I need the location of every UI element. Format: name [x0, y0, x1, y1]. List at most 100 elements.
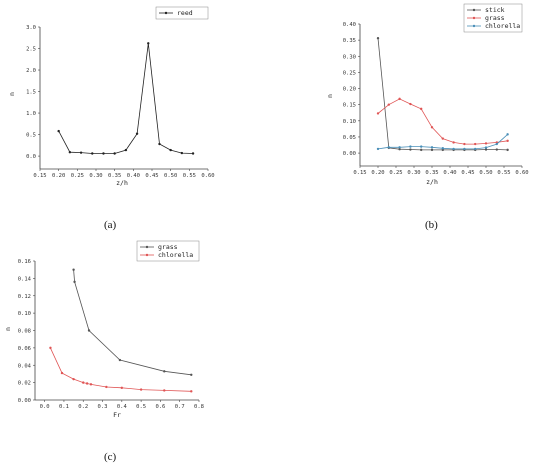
y-tick-label: 0.5	[26, 133, 36, 139]
x-tick-label: 0.2	[78, 404, 88, 410]
x-tick-label: 0.40	[127, 173, 140, 179]
data-point-grass	[163, 370, 166, 373]
data-point-reed	[135, 132, 139, 135]
x-axis-label: z/h	[426, 178, 438, 186]
x-tick-label: 0.45	[145, 173, 158, 179]
y-tick-label: 0.10	[18, 311, 31, 317]
panel-a-caption: (a)	[104, 219, 117, 231]
legend-marker-chlorella	[145, 253, 149, 257]
panel-c-caption: (c)	[104, 451, 117, 463]
x-tick-label: 0.15	[33, 173, 46, 179]
y-axis-label: n	[326, 94, 334, 98]
data-point-grass	[87, 329, 91, 332]
y-tick-label: 1.5	[26, 90, 36, 96]
data-point-reed	[124, 148, 128, 152]
data-point-grass	[420, 107, 423, 111]
data-point-chlorella	[49, 346, 52, 350]
data-point-reed	[68, 151, 72, 154]
x-tick-label: 0.6	[155, 404, 165, 410]
y-tick-label: 0.06	[18, 346, 31, 352]
series-line-chlorella	[50, 347, 192, 392]
x-tick-label: 0.15	[353, 170, 366, 176]
data-point-grass	[387, 103, 390, 106]
legend-label-stick: stick	[485, 6, 505, 14]
y-tick-label: 0.12	[18, 294, 31, 300]
x-tick-label: 0.60	[201, 173, 214, 179]
y-tick-label: 0.02	[18, 381, 31, 387]
x-tick-label: 0.20	[52, 173, 65, 179]
panel-b-caption: (b)	[425, 219, 438, 231]
data-point-grass	[376, 112, 380, 115]
y-tick-label: 2.5	[26, 47, 36, 53]
x-tick-label: 0.20	[371, 170, 384, 176]
data-point-chlorella	[105, 385, 108, 389]
x-tick-label: 0.25	[71, 173, 84, 179]
data-point-chlorella	[72, 377, 75, 381]
x-tick-label: 0.35	[108, 173, 121, 179]
legend-label-chlorella: chlorella	[485, 22, 520, 30]
data-point-chlorella	[398, 146, 401, 149]
data-point-chlorella	[409, 145, 412, 148]
data-point-stick	[484, 148, 488, 151]
data-point-stick	[376, 37, 380, 40]
x-tick-label: 0.45	[461, 170, 474, 176]
x-tick-label: 0.30	[89, 173, 102, 179]
data-point-grass	[72, 268, 75, 271]
data-point-chlorella	[82, 381, 85, 384]
data-point-reed	[158, 142, 161, 146]
data-point-grass	[441, 137, 444, 140]
data-point-stick	[409, 148, 412, 151]
data-point-grass	[430, 126, 434, 129]
y-tick-label: 0.08	[18, 329, 31, 335]
legend-box	[136, 240, 200, 262]
data-point-stick	[430, 148, 434, 152]
data-point-grass	[484, 142, 488, 145]
chart-c: 0.0 0.1 0.2 0.3 0.4 0.5 0.6 0.7 0.8 0.00 0.02 0.04 0…	[4, 240, 204, 419]
x-axis-label: Fr	[113, 411, 121, 419]
data-point-reed	[57, 129, 60, 133]
series-line-chlorella	[377, 134, 508, 150]
legend-label-reed: reed	[177, 9, 193, 17]
series-line-reed	[58, 43, 194, 154]
data-point-chlorella	[163, 389, 166, 392]
y-tick-label: 0.00	[343, 151, 356, 157]
chart-b: 0.15 0.20 0.25 0.30 0.35 0.40 0.45 0.50 0.55 0.60…	[326, 3, 529, 186]
x-tick-label: 0.60	[515, 170, 528, 176]
y-tick-label: 0.04	[18, 363, 32, 369]
y-tick-label: 0.00	[18, 398, 31, 404]
series-line-grass	[73, 269, 192, 376]
data-point-chlorella	[463, 147, 466, 151]
data-point-reed	[191, 152, 195, 155]
legend-label-chlorella: chlorella	[158, 251, 193, 259]
data-point-chlorella	[441, 147, 444, 150]
data-point-grass	[409, 102, 412, 106]
x-tick-label: 0.4	[117, 404, 128, 410]
x-tick-label: 0.25	[389, 170, 402, 176]
x-axis-label: z/h	[116, 179, 128, 187]
data-point-grass	[118, 358, 122, 362]
legend-marker-reed	[164, 11, 168, 15]
data-point-chlorella	[85, 382, 89, 385]
x-tick-label: 0.7	[175, 404, 185, 410]
legend-box	[155, 6, 209, 20]
y-tick-label: 0.30	[343, 54, 356, 60]
data-point-grass	[398, 97, 401, 101]
x-tick-label: 0.5	[136, 404, 146, 410]
x-tick-label: 0.50	[479, 170, 492, 176]
y-tick-label: 0.20	[343, 87, 356, 93]
data-point-chlorella	[387, 146, 390, 149]
legend-marker-chlorella	[472, 24, 476, 28]
x-tick-label: 0.30	[407, 170, 420, 176]
x-tick-label: 0.35	[425, 170, 438, 176]
data-point-chlorella	[120, 386, 124, 390]
data-point-chlorella	[60, 371, 64, 375]
x-tick-label: 0.8	[194, 404, 204, 410]
x-tick-label: 0.40	[443, 170, 456, 176]
y-tick-label: 2.0	[26, 68, 36, 74]
data-point-chlorella	[139, 388, 143, 391]
y-tick-label: 1.0	[26, 111, 36, 117]
data-point-grass	[452, 141, 455, 144]
x-tick-label: 0.1	[59, 404, 69, 410]
y-axis-label: n	[4, 327, 12, 331]
data-point-stick	[420, 148, 423, 152]
